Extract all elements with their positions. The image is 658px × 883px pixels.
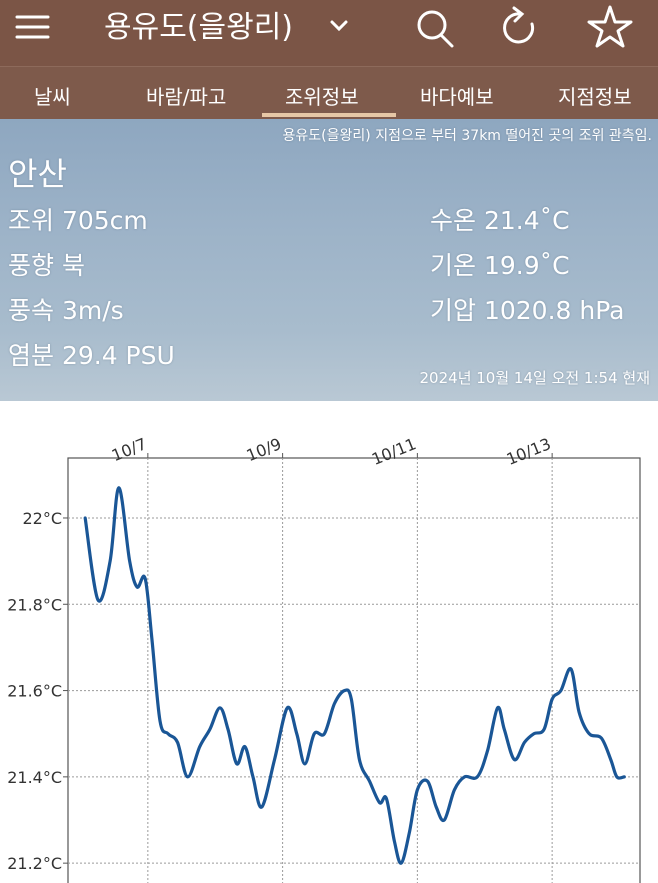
data-line bbox=[83, 486, 626, 865]
y-tick-label: 21.6°C bbox=[7, 682, 62, 701]
search-button[interactable] bbox=[417, 10, 454, 48]
measurement: 수온 21.4˚C bbox=[430, 206, 570, 235]
chart: 21.2°C21.4°C21.6°C21.8°C22°C10/7 10/9 10/1… bbox=[7, 434, 641, 883]
y-tick-label: 21.8°C bbox=[7, 595, 62, 614]
measurement: 기압 1020.8 hPa bbox=[430, 296, 625, 325]
tab-bar: 날씨 바람/파고 조위정보 바다예보 지점정보 bbox=[0, 66, 658, 119]
tab[interactable]: 바다예보 bbox=[420, 85, 494, 109]
dropdown-button[interactable] bbox=[330, 20, 348, 32]
tab[interactable]: 지점정보 bbox=[558, 85, 632, 109]
y-tick-label: 21.4°C bbox=[7, 768, 62, 787]
measurement: 풍속 3m/s bbox=[8, 296, 124, 325]
station-name: 안산 bbox=[8, 155, 67, 193]
timestamp: 2024년 10월 14일 오전 1:54 현재 bbox=[419, 369, 650, 387]
station-title[interactable]: 용유도(을왕리) bbox=[104, 10, 294, 45]
y-tick-label: 21.2°C bbox=[7, 854, 62, 873]
y-tick-label: 22°C bbox=[22, 509, 62, 528]
tab[interactable]: 바람/파고 bbox=[146, 85, 227, 109]
measurement: 풍향 북 bbox=[8, 251, 85, 280]
favorite-button[interactable] bbox=[587, 5, 633, 48]
tab[interactable]: 날씨 bbox=[34, 85, 71, 109]
refresh-button[interactable] bbox=[503, 6, 535, 44]
app-header: 용유도(을왕리) bbox=[0, 0, 658, 66]
tab-active[interactable]: 조위정보 bbox=[285, 85, 359, 109]
header-icons bbox=[15, 5, 633, 48]
menu-button[interactable] bbox=[15, 15, 50, 39]
measurement: 기온 19.9˚C bbox=[430, 251, 570, 280]
observation-note: 용유도(을왕리) 지점으로 부터 37km 떨어진 곳의 조위 관측임. bbox=[282, 128, 652, 144]
plot-area bbox=[67, 457, 641, 883]
measurement: 염분 29.4 PSU bbox=[8, 341, 175, 370]
station-panel: 용유도(을왕리) 지점으로 부터 37km 떨어진 곳의 조위 관측임. 안산 … bbox=[0, 119, 658, 401]
active-tab-indicator bbox=[262, 113, 396, 117]
measurement: 조위 705cm bbox=[8, 206, 148, 235]
